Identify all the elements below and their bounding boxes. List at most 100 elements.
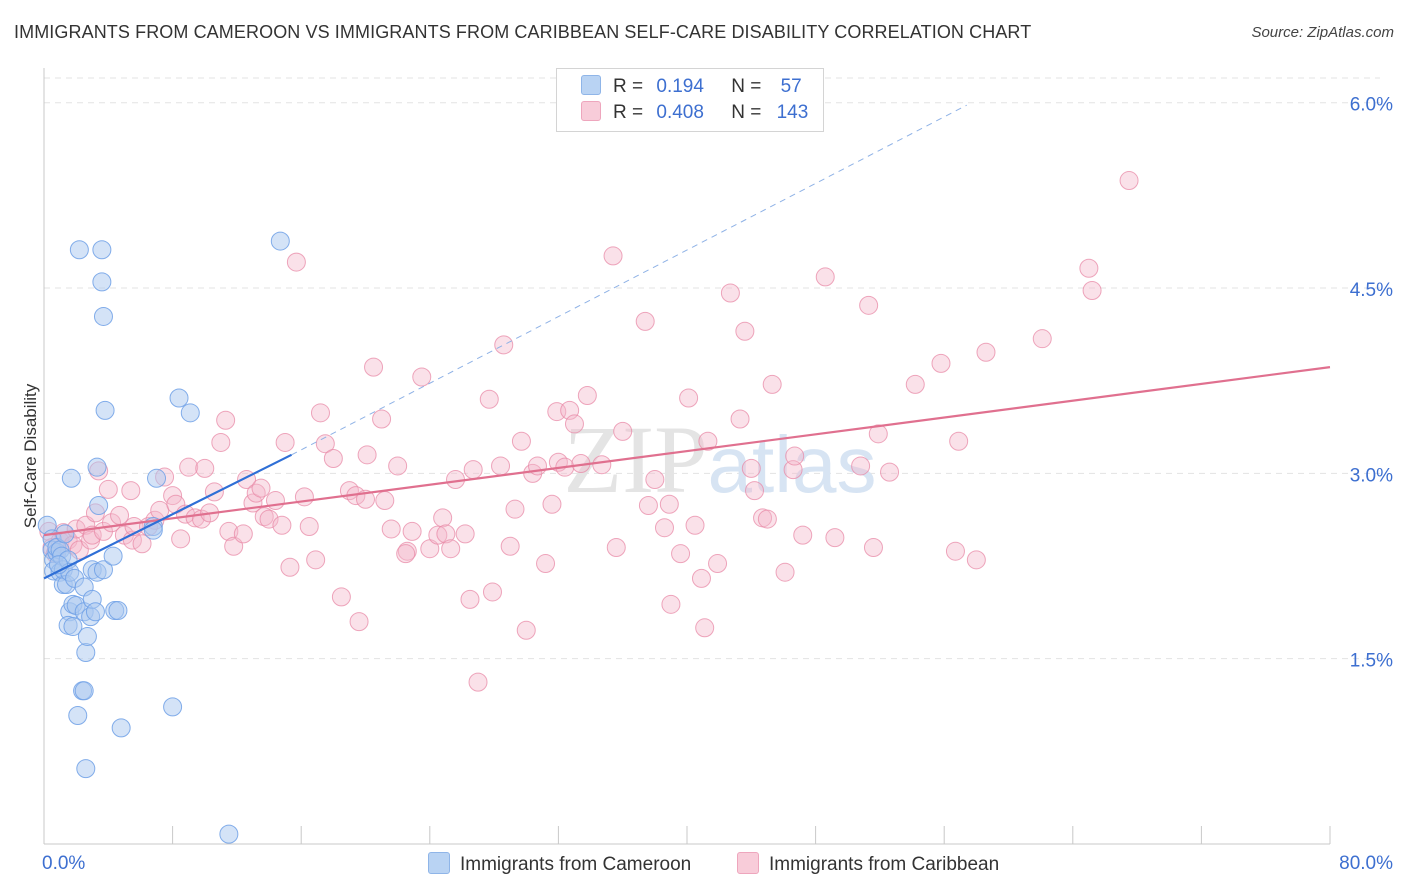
caribbean-point — [880, 462, 900, 482]
caribbean-point — [905, 374, 925, 394]
caribbean-point — [441, 539, 461, 559]
caribbean-point — [785, 446, 805, 466]
caribbean-point — [412, 367, 432, 387]
cameroon-point — [93, 306, 113, 326]
caribbean-point — [402, 521, 422, 541]
cameroon-point — [77, 626, 97, 646]
caribbean-point — [685, 515, 705, 535]
caribbean-point — [695, 618, 715, 638]
caribbean-point — [931, 353, 951, 373]
caribbean-point — [516, 620, 536, 640]
n-label: N = — [731, 76, 762, 97]
cameroon-points — [37, 231, 290, 844]
caribbean-point — [396, 544, 416, 564]
caribbean-point — [500, 536, 520, 556]
y-axis-label: Self-Care Disability — [21, 383, 40, 528]
caribbean-point — [679, 388, 699, 408]
n-value: 57 — [780, 76, 802, 97]
caribbean-point — [436, 524, 456, 544]
caribbean-point — [859, 295, 879, 315]
caribbean-point — [185, 508, 205, 528]
caribbean-point — [606, 537, 626, 557]
caribbean-point — [1082, 281, 1102, 301]
caribbean-point — [698, 431, 718, 451]
cameroon-point — [61, 468, 81, 488]
caribbean-points — [39, 171, 1139, 692]
trend-lines — [43, 104, 1331, 580]
caribbean-point — [966, 550, 986, 570]
n-label: N = — [731, 102, 762, 123]
chart-title: IMMIGRANTS FROM CAMEROON VS IMMIGRANTS F… — [14, 22, 1032, 42]
cameroon-point — [180, 403, 200, 423]
caribbean-point — [372, 409, 392, 429]
caribbean-point — [730, 409, 750, 429]
caribbean-point — [433, 508, 453, 528]
caribbean-point — [121, 481, 141, 501]
caribbean-point — [349, 612, 369, 632]
cameroon-point — [85, 602, 105, 622]
cameroon-swatch — [581, 75, 601, 95]
caribbean-point — [542, 494, 562, 514]
caribbean-point — [468, 672, 488, 692]
n-value: 143 — [776, 102, 809, 123]
caribbean-point — [793, 525, 813, 545]
caribbean-point — [1079, 258, 1099, 278]
caribbean-point — [455, 524, 475, 544]
y-tick-label: 4.5% — [1350, 280, 1393, 301]
cameroon-point — [270, 231, 290, 251]
caribbean-point — [463, 460, 483, 480]
caribbean-point — [945, 541, 965, 561]
caribbean-point — [364, 357, 384, 377]
watermark-zip: ZIP — [564, 406, 708, 513]
bottom-legend-label: Immigrants from Caribbean — [769, 854, 1000, 875]
cameroon-point — [63, 617, 83, 637]
caribbean-point — [613, 421, 633, 441]
caribbean-point — [195, 458, 215, 478]
bottom-legend-caribbean: Immigrants from Caribbean — [737, 852, 999, 876]
caribbean-point — [775, 562, 795, 582]
caribbean-point — [735, 321, 755, 341]
caribbean-point — [720, 283, 740, 303]
r-label: R = — [613, 76, 644, 97]
caribbean-point — [98, 479, 118, 499]
caribbean-point — [757, 509, 777, 529]
caribbean-point — [375, 491, 395, 511]
tick-labels: 1.5% 3.0% 4.5% 6.0% 0.0% 80.0% — [42, 95, 1393, 874]
caribbean-point — [272, 515, 292, 535]
cameroon-point — [95, 400, 115, 420]
caribbean-point — [491, 456, 511, 476]
caribbean-point — [536, 554, 556, 574]
caribbean-point — [299, 516, 319, 536]
cameroon-trend-line — [43, 453, 293, 580]
caribbean-point — [1032, 329, 1052, 349]
caribbean-point — [745, 481, 765, 501]
caribbean-point — [211, 432, 231, 452]
cameroon-point — [76, 643, 96, 662]
caribbean-point — [976, 342, 996, 362]
legend-row-caribbean: R = 0.408 N = 143 — [581, 101, 808, 125]
caribbean-point — [310, 403, 330, 423]
cameroon-point — [147, 468, 167, 488]
caribbean-point — [691, 568, 711, 588]
y-tick-label: 6.0% — [1350, 95, 1393, 116]
cameroon-point — [76, 759, 96, 779]
watermark: ZIPatlas — [564, 406, 877, 513]
caribbean-point — [233, 524, 253, 544]
caribbean-point — [381, 519, 401, 539]
caribbean-point — [511, 431, 531, 451]
caribbean-point — [603, 246, 623, 266]
y-tick-label: 3.0% — [1350, 465, 1393, 486]
y-tick-label: 1.5% — [1350, 651, 1393, 672]
cameroon-point — [68, 706, 88, 726]
bottom-legend-cameroon: Immigrants from Cameroon — [428, 852, 691, 876]
caribbean-point — [635, 311, 655, 331]
caribbean-point — [331, 587, 351, 607]
caribbean-point — [254, 507, 274, 527]
r-value: 0.408 — [656, 102, 704, 123]
cameroon-point — [74, 681, 94, 701]
cameroon-point — [93, 560, 113, 580]
caribbean-point — [460, 589, 480, 609]
caribbean-point — [306, 550, 326, 570]
cameroon-point — [87, 457, 107, 477]
caribbean-point — [216, 410, 236, 430]
